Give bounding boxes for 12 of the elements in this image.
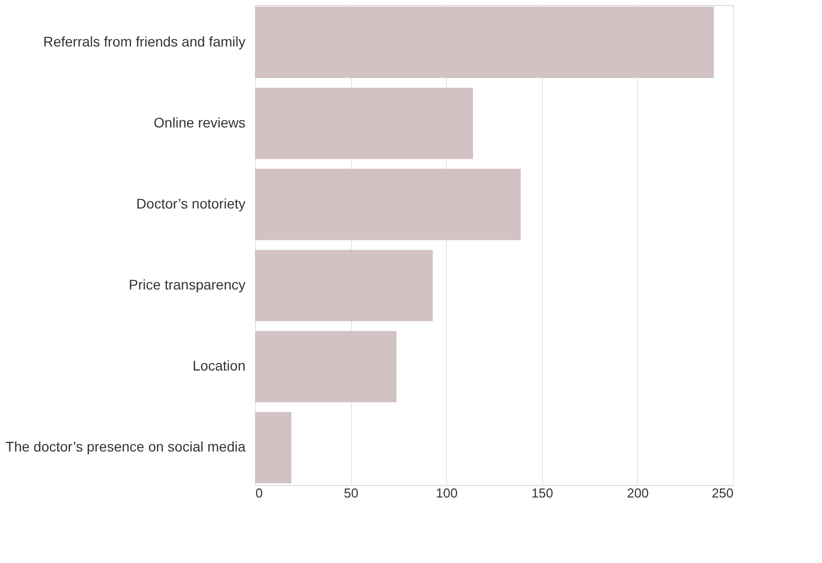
y-tick-label: Price transparency [128, 276, 246, 293]
x-tick-label: 150 [531, 486, 554, 500]
x-tick-label: 0 [256, 486, 263, 500]
x-tick-label: 200 [627, 486, 649, 500]
x-tick-label: 100 [436, 486, 458, 500]
y-tick-label: The doctor’s presence on social media [6, 438, 246, 455]
y-tick-label: Doctor’s notoriety [136, 195, 246, 212]
x-tick-label: 50 [344, 486, 358, 500]
y-tick-label: Referrals from friends and family [43, 33, 246, 50]
y-tick-label: Location [192, 358, 246, 374]
y-tick-label: Online reviews [154, 114, 246, 130]
x-tick-label: 250 [712, 486, 734, 500]
